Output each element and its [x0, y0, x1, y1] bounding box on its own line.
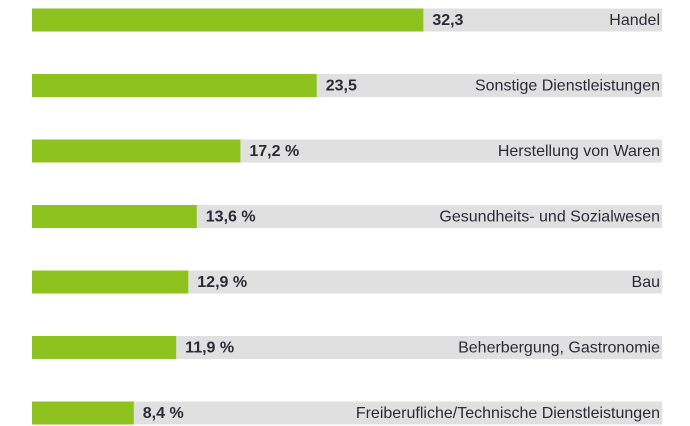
bar-track: [32, 270, 662, 294]
category-label: Gesundheits- und Sozialwesen: [439, 209, 660, 226]
category-label: Beherbergung, Gastronomie: [458, 340, 660, 357]
category-label: Freiberufliche/Technische Dienstleistung…: [356, 405, 660, 422]
bar: [32, 270, 189, 294]
category-label: Handel: [609, 12, 660, 29]
value-label: 17,2 %: [249, 143, 299, 160]
bar-track: [32, 401, 662, 425]
bar: [32, 336, 177, 359]
bar: [32, 401, 134, 425]
bar: [32, 8, 424, 32]
value-label: 32,3: [432, 12, 463, 29]
category-label: Herstellung von Waren: [498, 143, 660, 160]
bar: [32, 205, 197, 228]
category-label: Bau: [632, 274, 660, 291]
bar: [32, 139, 241, 163]
value-label: 13,6 %: [206, 209, 256, 226]
bar: [32, 74, 317, 97]
category-label: Sonstige Dienstleistungen: [475, 78, 660, 95]
value-label: 11,9 %: [185, 340, 234, 357]
value-label: 8,4 %: [143, 405, 184, 422]
bar-track: [32, 336, 662, 359]
value-label: 12,9 %: [197, 274, 247, 291]
value-label: 23,5: [326, 78, 357, 95]
